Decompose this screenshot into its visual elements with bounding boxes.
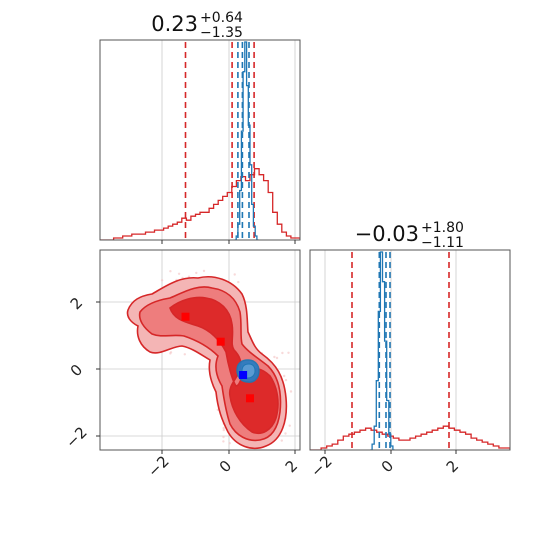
scatter-point bbox=[275, 356, 279, 360]
scatter-point bbox=[222, 426, 225, 430]
x1-xtick-label: 0 bbox=[378, 457, 397, 476]
x1-xtick-label: −2 bbox=[307, 452, 335, 480]
red-marker bbox=[246, 394, 254, 403]
scatter-point bbox=[169, 352, 172, 355]
red-histogram-step bbox=[310, 425, 510, 450]
scatter-point bbox=[177, 272, 181, 275]
x1-marginal-panel: −2 0 2 bbox=[307, 249, 511, 481]
x0-marginal-grid bbox=[161, 40, 296, 240]
scatter-point bbox=[288, 424, 291, 427]
x1-title-plus: +1.80 bbox=[421, 220, 464, 236]
x0-title-value: 0.23 bbox=[151, 12, 198, 36]
x1-marginal-series bbox=[310, 250, 510, 450]
scatter-point bbox=[222, 440, 225, 443]
joint-ytick-label: 0 bbox=[67, 361, 86, 380]
scatter-point bbox=[228, 442, 231, 445]
joint-markers bbox=[181, 312, 254, 403]
scatter-point bbox=[287, 351, 290, 354]
scatter-point bbox=[284, 378, 288, 382]
joint-ytick-label: 2 bbox=[67, 294, 86, 313]
scatter-point bbox=[283, 374, 286, 378]
x1-title-minus: −1.11 bbox=[421, 235, 464, 251]
scatter-point bbox=[280, 439, 283, 442]
joint-density bbox=[126, 269, 293, 450]
joint-xtick-label: 2 bbox=[282, 457, 301, 476]
x0-title-minus: −1.35 bbox=[200, 25, 243, 41]
scatter-point bbox=[222, 428, 225, 432]
red-marker bbox=[181, 312, 190, 321]
scatter-point bbox=[289, 390, 293, 393]
x1-title: −0.03 +1.80 −1.11 bbox=[355, 220, 464, 251]
joint-ytick-label: −2 bbox=[62, 423, 90, 451]
blue-histogram-step bbox=[234, 41, 259, 240]
x1-xtick-label: 2 bbox=[443, 457, 462, 476]
scatter-point bbox=[195, 271, 198, 275]
scatter-point bbox=[281, 351, 284, 355]
joint-frame bbox=[99, 249, 301, 451]
scatter-point bbox=[202, 269, 206, 273]
x0-title-plus: +0.64 bbox=[200, 10, 243, 26]
scatter-point bbox=[273, 355, 276, 359]
scatter-point bbox=[169, 270, 172, 273]
x0-marginal-panel bbox=[99, 39, 301, 244]
x0-marginal-series bbox=[100, 40, 300, 240]
scatter-point bbox=[237, 280, 240, 284]
red-marker bbox=[216, 337, 225, 346]
joint-panel: −2 0 2 2 0 −2 bbox=[62, 249, 301, 481]
scatter-point bbox=[233, 273, 236, 276]
scatter-point bbox=[160, 279, 164, 282]
joint-xtick-label: −2 bbox=[144, 452, 172, 480]
scatter-point bbox=[284, 432, 287, 435]
x0-title: 0.23 +0.64 −1.35 bbox=[151, 10, 243, 41]
x0-marginal-frame bbox=[99, 39, 301, 241]
red-histogram-step bbox=[100, 168, 300, 240]
blue-marker bbox=[239, 371, 248, 379]
scatter-point bbox=[222, 435, 225, 439]
x1-title-value: −0.03 bbox=[355, 222, 419, 246]
scatter-point bbox=[183, 353, 186, 356]
joint-xtick-label: 0 bbox=[216, 457, 235, 476]
x1-marginal-grid bbox=[324, 250, 457, 450]
x1-marginal-frame bbox=[309, 249, 511, 451]
